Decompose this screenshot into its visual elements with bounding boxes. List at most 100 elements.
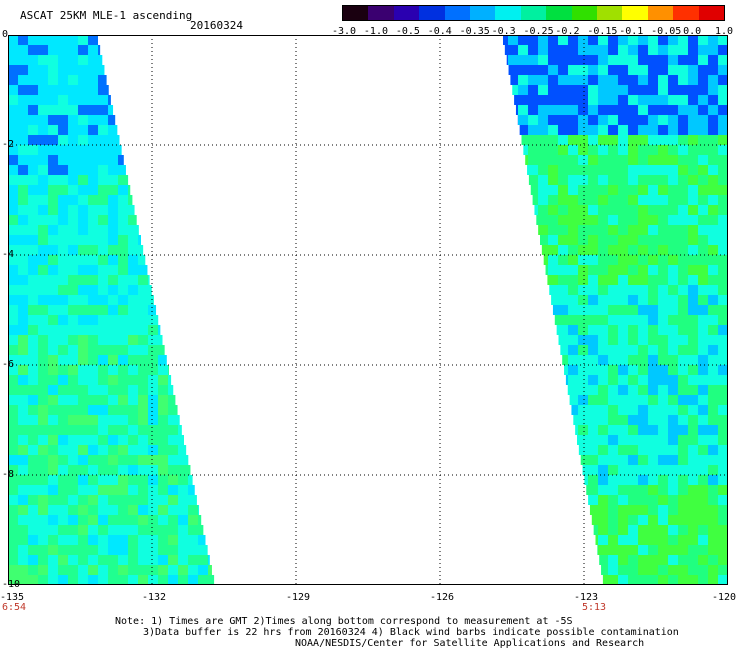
left-swath-cell xyxy=(168,575,178,585)
left-swath-cell xyxy=(128,275,138,285)
left-swath-cell xyxy=(98,55,103,65)
right-swath-cell xyxy=(678,525,688,535)
left-swath-cell xyxy=(68,215,78,225)
right-swath-cell xyxy=(658,205,668,215)
right-swath-cell xyxy=(688,95,698,105)
color-scale-label: -3.0 xyxy=(332,26,357,37)
right-swath-cell xyxy=(688,315,698,325)
right-swath-cell xyxy=(558,295,568,305)
right-swath-cell xyxy=(658,455,668,465)
right-swath-cell xyxy=(658,45,668,55)
left-swath-cell xyxy=(8,65,18,75)
left-swath-cell xyxy=(68,335,78,345)
right-swath-cell xyxy=(628,475,638,485)
latitude-tick-label: -2 xyxy=(2,139,15,150)
right-swath-cell xyxy=(668,165,678,175)
right-swath-cell xyxy=(628,195,638,205)
left-swath-cell xyxy=(118,495,128,505)
right-swath-cell xyxy=(598,425,608,435)
right-swath-cell xyxy=(527,165,528,175)
right-swath-cell xyxy=(628,85,638,95)
right-swath-cell xyxy=(558,95,568,105)
left-swath-cell xyxy=(78,465,88,475)
left-swath-cell xyxy=(108,365,118,375)
right-swath-cell xyxy=(598,225,608,235)
left-swath-cell xyxy=(58,215,68,225)
left-swath-cell xyxy=(78,45,88,55)
left-swath-cell xyxy=(88,545,98,555)
right-swath-cell xyxy=(628,275,638,285)
left-swath-cell xyxy=(58,365,68,375)
right-swath-cell xyxy=(556,325,558,335)
right-swath-cell xyxy=(638,545,648,555)
right-swath-cell xyxy=(678,285,688,295)
left-swath-cell xyxy=(28,285,38,295)
right-swath-cell xyxy=(648,375,658,385)
right-swath-cell xyxy=(668,195,678,205)
left-swath-cell xyxy=(188,515,198,525)
left-swath-cell xyxy=(78,475,88,485)
left-swath-cell xyxy=(108,155,118,165)
right-swath-cell xyxy=(588,35,598,45)
left-swath-cell xyxy=(98,575,108,585)
right-swath-cell xyxy=(588,255,598,265)
right-swath-cell xyxy=(618,365,628,375)
left-swath-cell xyxy=(98,505,108,515)
left-swath-cell xyxy=(38,35,48,45)
right-swath-cell xyxy=(708,195,718,205)
left-swath-cell xyxy=(38,485,48,495)
right-swath-cell xyxy=(658,155,668,165)
left-swath-cell xyxy=(98,195,108,205)
left-swath-cell xyxy=(138,545,148,555)
left-swath-cell xyxy=(118,515,128,525)
left-swath-cell xyxy=(98,205,108,215)
left-swath-cell xyxy=(28,155,38,165)
right-swath-cell xyxy=(668,35,678,45)
right-swath-cell xyxy=(638,355,648,365)
right-swath-cell xyxy=(668,185,678,195)
left-swath-cell xyxy=(178,525,188,535)
left-swath-cell xyxy=(98,405,108,415)
left-swath-cell xyxy=(98,65,105,75)
left-swath-cell xyxy=(48,245,58,255)
right-swath-cell xyxy=(688,385,698,395)
right-swath-cell xyxy=(578,215,588,225)
right-swath-cell xyxy=(708,395,718,405)
left-swath-cell xyxy=(68,45,78,55)
left-swath-cell xyxy=(88,435,98,445)
right-swath-cell xyxy=(718,575,728,585)
left-swath-cell xyxy=(48,165,58,175)
right-swath-cell xyxy=(708,255,718,265)
right-swath-cell xyxy=(578,285,588,295)
right-swath-cell xyxy=(678,385,688,395)
left-swath-cell xyxy=(88,155,98,165)
left-swath-cell xyxy=(88,225,98,235)
right-swath-cell xyxy=(598,335,608,345)
right-swath-cell xyxy=(718,95,728,105)
right-swath-cell xyxy=(628,335,638,345)
left-swath-cell xyxy=(118,235,128,245)
right-swath-cell xyxy=(628,145,638,155)
left-swath-cell xyxy=(38,175,48,185)
right-swath-cell xyxy=(558,325,568,335)
right-swath-cell xyxy=(618,75,628,85)
left-swath-cell xyxy=(8,195,18,205)
left-swath-cell xyxy=(58,535,68,545)
left-swath-cell xyxy=(8,365,18,375)
left-swath-cell xyxy=(48,135,58,145)
right-swath-cell xyxy=(698,105,708,115)
left-swath-cell xyxy=(118,205,128,215)
right-swath-cell xyxy=(678,225,688,235)
right-swath-cell xyxy=(578,235,588,245)
right-swath-cell xyxy=(658,345,668,355)
right-swath-cell xyxy=(608,85,618,95)
left-swath-cell xyxy=(88,495,98,505)
left-swath-cell xyxy=(88,135,98,145)
left-swath-cell xyxy=(58,325,68,335)
left-swath-cell xyxy=(28,275,38,285)
right-swath-cell xyxy=(528,65,538,75)
right-swath-cell xyxy=(588,345,598,355)
left-swath-cell xyxy=(28,545,38,555)
left-swath-cell xyxy=(128,515,138,525)
right-swath-cell xyxy=(688,185,698,195)
